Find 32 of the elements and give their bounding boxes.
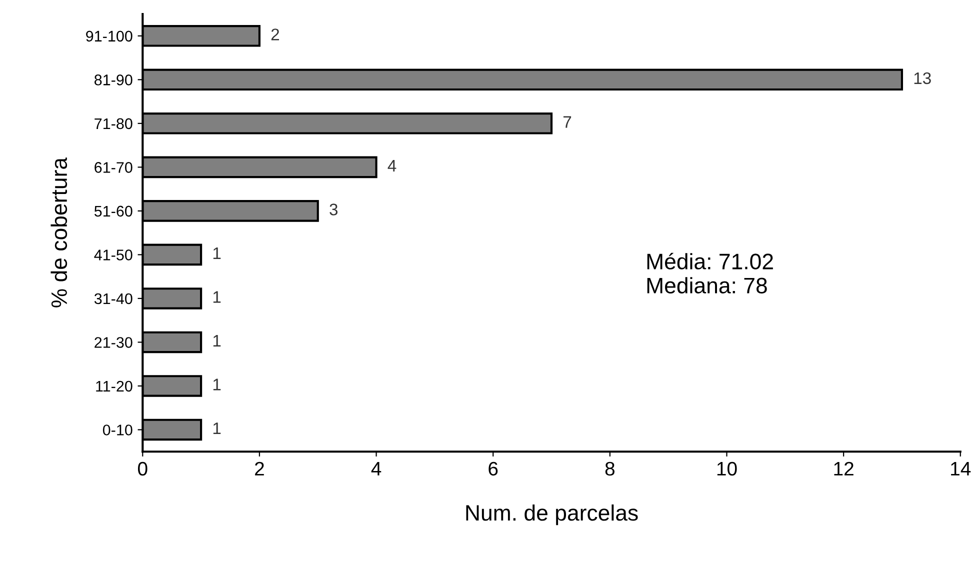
x-tick-label: 10	[717, 462, 737, 476]
data-label: 1	[213, 378, 221, 390]
y-tick-label: 21-30	[94, 337, 132, 348]
y-tick-label: 0-10	[102, 424, 132, 436]
data-label: 13	[914, 72, 931, 84]
x-tick-label: 0	[138, 462, 148, 476]
x-tick-label: 4	[371, 462, 382, 476]
data-label: 2	[271, 28, 280, 40]
annotation: Mediana: 78	[647, 277, 767, 294]
y-tick-label: 71-80	[94, 118, 132, 130]
x-tick-label: 12	[834, 462, 854, 476]
y-tick-label: 31-40	[94, 293, 132, 304]
y-tick-label: 91-100	[86, 30, 132, 42]
x-axis-title: Num. de parcelas	[466, 504, 638, 526]
y-tick-label: 81-90	[94, 74, 132, 86]
x-tick-label: 14	[951, 462, 971, 476]
y-tick-label: 61-70	[94, 162, 132, 173]
data-label: 1	[213, 248, 221, 260]
x-tick-label: 6	[488, 462, 498, 476]
y-tick-label: 41-50	[94, 250, 132, 260]
data-label: 4	[388, 160, 396, 172]
data-label: 1	[213, 422, 221, 434]
data-label: 1	[213, 335, 221, 347]
x-tick-label: 2	[255, 462, 264, 476]
y-tick-label: 11-20	[96, 380, 132, 392]
x-tick-label: 8	[605, 462, 614, 476]
y-tick-label: 51-60	[94, 206, 132, 217]
data-label: 7	[563, 116, 572, 128]
y-axis-title: % de cobertura	[50, 157, 68, 308]
annotation: Média: 71.02	[647, 252, 773, 270]
data-label: 1	[213, 291, 221, 303]
data-label: 3	[330, 204, 338, 216]
